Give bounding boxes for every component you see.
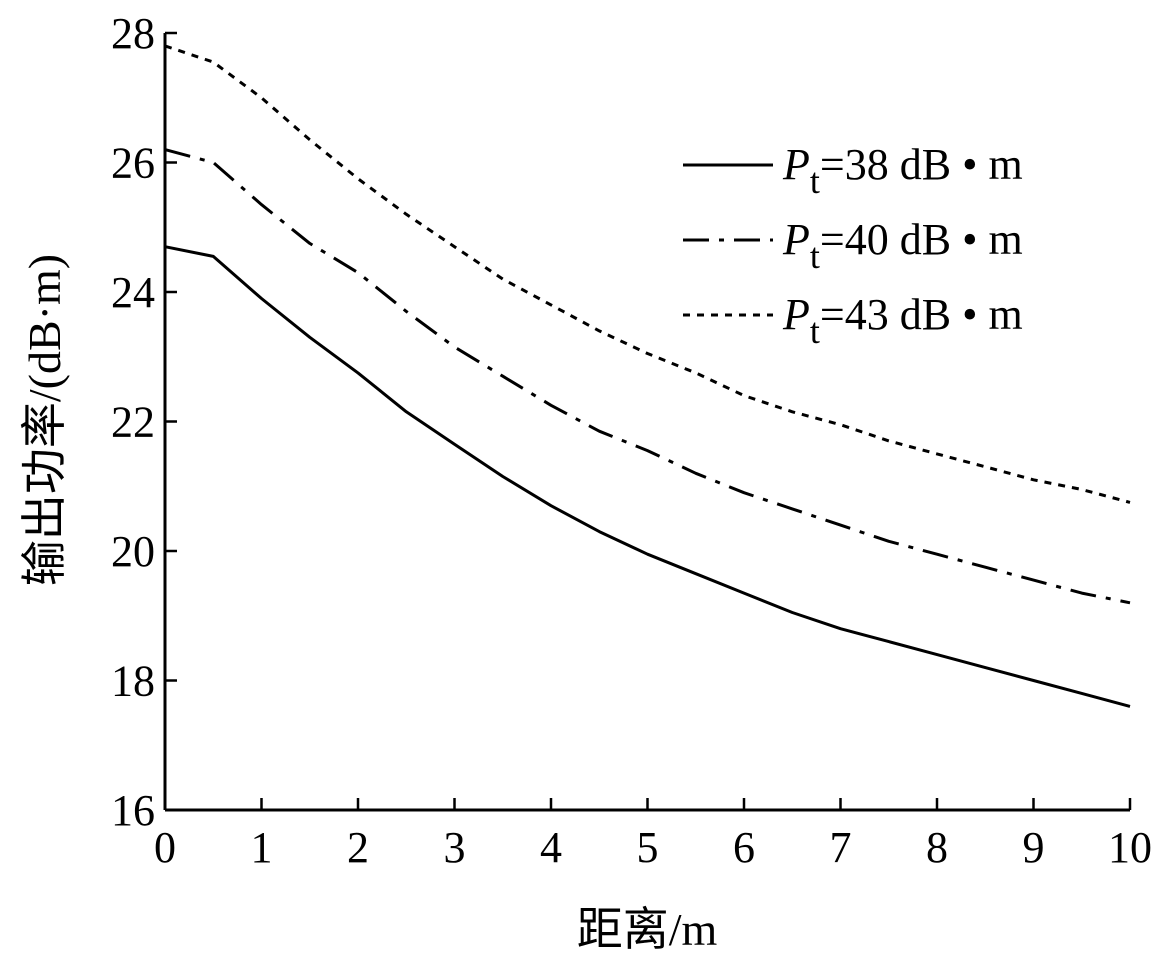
legend-label-value: =38 dB • m <box>820 140 1023 189</box>
legend: Pt=38 dB • mPt=40 dB • mPt=43 dB • m <box>683 140 1023 351</box>
y-axis-title: 输出功率/(dB·m) <box>19 254 70 586</box>
legend-label-value: =40 dB • m <box>820 215 1023 264</box>
legend-label: Pt=40 dB • m <box>782 215 1023 276</box>
x-tick-label: 4 <box>540 823 562 872</box>
x-tick-label: 8 <box>926 823 948 872</box>
x-tick-label: 9 <box>1023 823 1045 872</box>
legend-label-subscript: t <box>810 161 820 201</box>
y-tick-label: 22 <box>111 398 155 447</box>
legend-label-subscript: t <box>810 236 820 276</box>
series-layer <box>164 44 1131 708</box>
series-line-2 <box>164 148 1131 605</box>
y-tick-label: 26 <box>111 139 155 188</box>
x-tick-label: 5 <box>637 823 659 872</box>
x-axis-title: 距离/m <box>577 904 718 955</box>
x-axis: 0 1 2 3 4 5 6 7 8 9 10 <box>154 798 1152 872</box>
legend-label-symbol: P <box>782 215 810 264</box>
legend-label: Pt=38 dB • m <box>782 140 1023 201</box>
legend-label-subscript: t <box>810 311 820 351</box>
y-tick-label: 18 <box>111 657 155 706</box>
y-axis: 16 18 20 22 24 26 28 <box>111 9 177 835</box>
series-line-3 <box>164 44 1131 504</box>
y-tick-label: 28 <box>111 9 155 58</box>
y-tick-label: 24 <box>111 268 155 317</box>
x-tick-label: 6 <box>733 823 755 872</box>
y-tick-label: 20 <box>111 527 155 576</box>
x-tick-label: 10 <box>1108 823 1152 872</box>
x-tick-label: 2 <box>347 823 369 872</box>
series-line-1 <box>164 245 1131 708</box>
x-tick-label: 1 <box>251 823 273 872</box>
legend-label-symbol: P <box>782 290 810 339</box>
y-tick-label: 16 <box>111 786 155 835</box>
legend-label: Pt=43 dB • m <box>782 290 1023 351</box>
legend-label-value: =43 dB • m <box>820 290 1023 339</box>
x-tick-label: 7 <box>830 823 852 872</box>
x-tick-label: 3 <box>444 823 466 872</box>
legend-label-symbol: P <box>782 140 810 189</box>
x-tick-label: 0 <box>154 823 176 872</box>
